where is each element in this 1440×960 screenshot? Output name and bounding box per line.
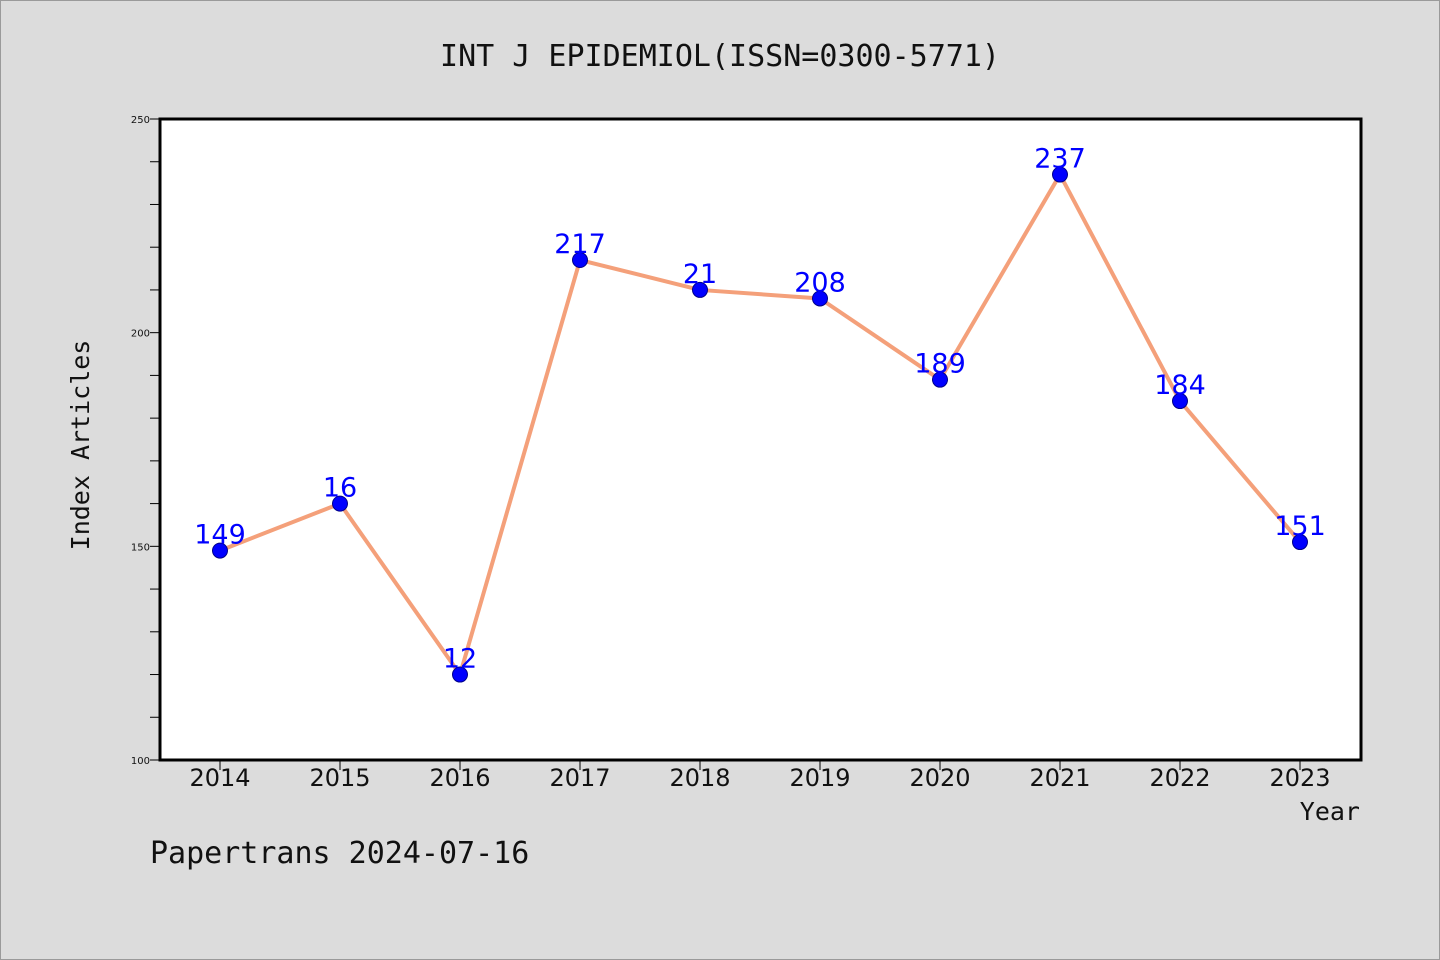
y-tick-label: 100 <box>131 756 150 767</box>
y-axis-label: Index Articles <box>66 340 95 551</box>
x-tick-label: 2023 <box>1269 764 1330 792</box>
x-tick-label: 2017 <box>549 764 610 792</box>
data-label: 184 <box>1154 370 1206 401</box>
data-label: 208 <box>794 267 846 298</box>
data-point <box>1172 393 1188 410</box>
data-label: 151 <box>1274 511 1326 542</box>
x-tick-label: 2022 <box>1149 764 1210 792</box>
x-tick-label: 2014 <box>189 764 250 792</box>
data-point <box>212 542 228 559</box>
data-label: 189 <box>914 349 966 380</box>
data-point <box>1052 166 1068 183</box>
data-point <box>812 290 828 307</box>
chart-title: INT J EPIDEMIOL(ISSN=0300-5771) <box>440 39 1000 74</box>
data-label: 237 <box>1034 144 1086 175</box>
x-tick-label: 2015 <box>309 764 370 792</box>
data-label: 21 <box>683 259 717 290</box>
footer-credit: Papertrans 2024-07-16 <box>150 836 529 871</box>
x-axis-label: Year <box>1300 797 1360 826</box>
data-point <box>1292 534 1308 551</box>
data-point <box>692 281 708 298</box>
series-line <box>219 172 1302 677</box>
x-tick-label: 2018 <box>669 764 730 792</box>
data-label: 217 <box>554 229 606 260</box>
y-tick-label: 150 <box>131 542 150 553</box>
data-point <box>332 495 348 512</box>
x-tick-label: 2016 <box>429 764 490 792</box>
y-tick-label: 250 <box>131 115 150 126</box>
x-tick-label: 2019 <box>789 764 850 792</box>
y-tick-label: 200 <box>131 329 150 340</box>
data-label: 12 <box>443 644 477 675</box>
plot-area <box>158 117 1363 762</box>
data-label: 16 <box>323 473 357 504</box>
data-point <box>452 666 468 683</box>
x-tick-label: 2021 <box>1029 764 1090 792</box>
x-tick-label: 2020 <box>909 764 970 792</box>
data-point <box>932 371 948 388</box>
data-label: 149 <box>194 520 246 551</box>
data-point <box>572 252 588 269</box>
